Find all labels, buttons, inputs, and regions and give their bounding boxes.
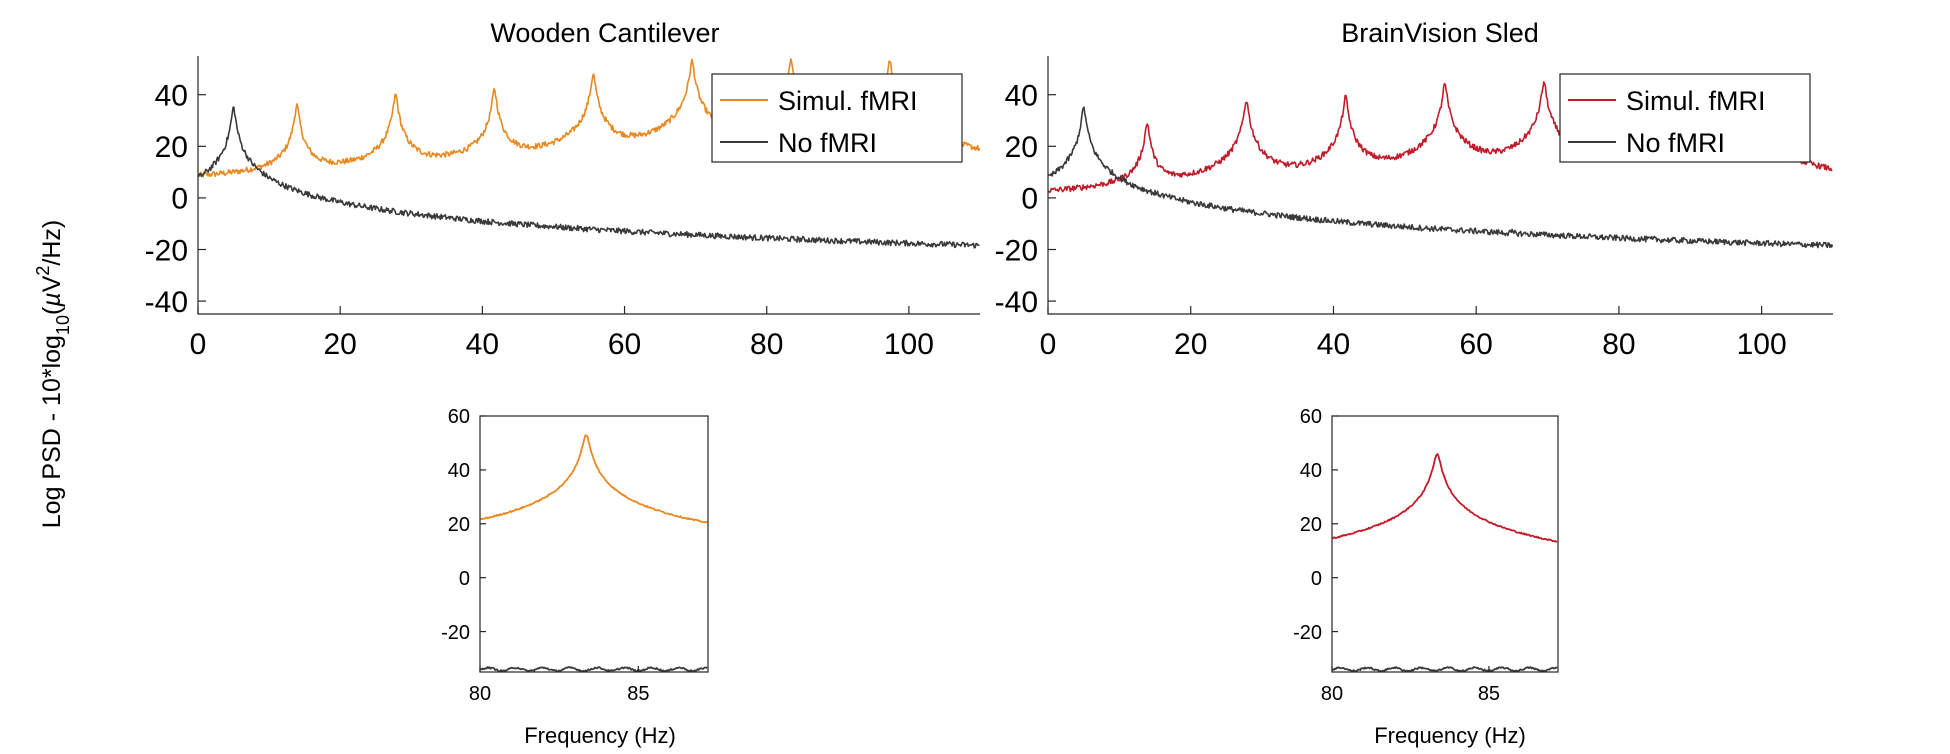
y-tick-label: -20 <box>145 234 188 267</box>
series-line-no-fmri <box>198 106 980 249</box>
y-tick-label: 20 <box>155 131 188 164</box>
series-line-no-fmri <box>1048 106 1833 249</box>
x-tick-label: 20 <box>1174 328 1207 361</box>
y-tick-label: 20 <box>1300 514 1322 536</box>
panel-main-sled: BrainVision Sled 0 20 40 60 80 100 -40 -20 0 20 40… <box>995 18 1833 361</box>
x-tick-label: 40 <box>1317 328 1350 361</box>
x-tick-label: 100 <box>884 328 934 361</box>
x-tick-label: 85 <box>627 683 649 705</box>
ylabel-subscript: 10 <box>53 315 73 335</box>
legend-box <box>1559 73 1811 163</box>
panel-inset-sled: 80 85 -20 0 20 40 60 Frequency (Hz) <box>1293 406 1559 748</box>
x-tick-label: 40 <box>466 328 499 361</box>
legend-label: No fMRI <box>778 128 877 158</box>
ylabel-mu: µ <box>38 292 66 307</box>
x-tick-label: 60 <box>1459 328 1492 361</box>
y-tick-label: 0 <box>1311 568 1322 590</box>
plot-area: 80 85 -20 0 20 40 60 <box>441 406 709 705</box>
series-line-simul-fmri <box>480 434 708 524</box>
y-tick-label: -20 <box>1293 622 1322 644</box>
series-line-simul-fmri <box>1332 453 1558 543</box>
ylabel-superscript: 2 <box>33 266 53 276</box>
x-tick-label: 85 <box>1478 683 1500 705</box>
y-tick-label: 40 <box>448 460 470 482</box>
panel-inset-cantilever: 80 85 -20 0 20 40 60 Frequency (Hz) <box>441 406 709 748</box>
series-line-no-fmri <box>480 666 708 672</box>
y-tick-label: 0 <box>459 568 470 590</box>
x-tick-label: 100 <box>1737 328 1787 361</box>
y-tick-label: 40 <box>1005 80 1038 113</box>
y-tick-label: 60 <box>448 406 470 428</box>
legend-label: Simul. fMRI <box>1626 86 1766 116</box>
plot-area: 80 85 -20 0 20 40 60 <box>1293 406 1559 705</box>
legend: Simul. fMRI No fMRI <box>1559 73 1811 163</box>
ylabel-open-paren: ( <box>38 306 66 315</box>
legend-box <box>711 73 963 163</box>
y-tick-label: 20 <box>448 514 470 536</box>
legend-label: No fMRI <box>1626 128 1725 158</box>
y-tick-label: -20 <box>995 234 1038 267</box>
x-axis-label: Frequency (Hz) <box>524 723 676 748</box>
legend: Simul. fMRI No fMRI <box>711 73 963 163</box>
series-line-no-fmri <box>1332 666 1558 672</box>
axis-box <box>479 415 709 673</box>
y-tick-label: -40 <box>995 286 1038 319</box>
x-tick-label: 80 <box>1602 328 1635 361</box>
x-tick-label: 20 <box>323 328 356 361</box>
x-tick-label: 80 <box>750 328 783 361</box>
x-axis-label: Frequency (Hz) <box>1374 723 1526 748</box>
ylabel-unit: /Hz) <box>38 220 66 266</box>
axis-box <box>1331 415 1559 673</box>
panel-main-cantilever: Wooden Cantilever 0 20 40 60 80 100 -40 -20 0 20 4… <box>145 18 980 361</box>
shared-ylabel: Log PSD - 10*log10(µV2/Hz) <box>33 220 73 528</box>
x-tick-label: 60 <box>608 328 641 361</box>
y-tick-label: -40 <box>145 286 188 319</box>
legend-label: Simul. fMRI <box>778 86 918 116</box>
plot-area: 0 20 40 60 80 100 -40 -20 0 20 40 <box>145 56 980 361</box>
y-tick-label: -20 <box>441 622 470 644</box>
y-tick-label: 40 <box>1300 460 1322 482</box>
x-tick-label: 80 <box>469 683 491 705</box>
y-tick-label: 60 <box>1300 406 1322 428</box>
y-tick-label: 0 <box>171 183 188 216</box>
y-tick-label: 20 <box>1005 131 1038 164</box>
panel-title: Wooden Cantilever <box>490 18 719 48</box>
ylabel-main: Log PSD - 10*log <box>38 335 66 528</box>
ylabel-volt: V <box>38 275 66 292</box>
y-tick-label: 0 <box>1021 183 1038 216</box>
x-tick-label: 0 <box>190 328 207 361</box>
x-tick-label: 0 <box>1040 328 1057 361</box>
panel-title: BrainVision Sled <box>1341 18 1539 48</box>
plot-area: 0 20 40 60 80 100 -40 -20 0 20 40 <box>995 56 1833 361</box>
y-tick-label: 40 <box>155 80 188 113</box>
x-tick-label: 80 <box>1321 683 1343 705</box>
